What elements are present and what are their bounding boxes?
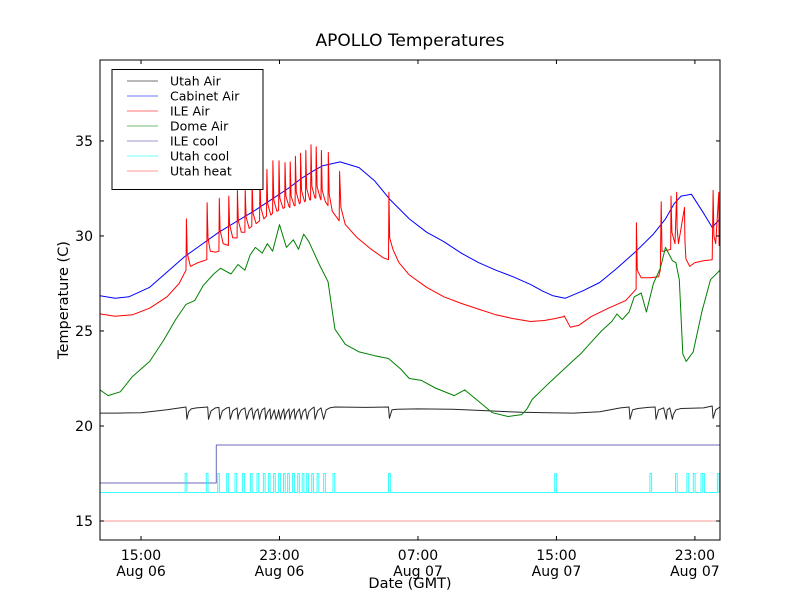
y-tick-label: 35 [75, 134, 93, 150]
x-tick-label-time: 07:00 [398, 548, 438, 564]
x-tick-label-date: Aug 06 [116, 564, 166, 580]
legend-label: Dome Air [170, 119, 229, 134]
legend-entry-cabinet-air: Cabinet Air [127, 89, 240, 104]
legend-label: Utah heat [170, 164, 232, 179]
series-line-ile-cool [100, 444, 720, 484]
plot-frame [99, 59, 721, 541]
x-tick-label-time: 15:00 [536, 548, 576, 564]
legend-label: ILE Air [170, 104, 211, 119]
x-tick-label-date: Aug 06 [255, 564, 305, 580]
legend-entry-dome-air: Dome Air [127, 119, 229, 134]
x-tick-label-time: 15:00 [121, 548, 161, 564]
series-line-ile-air [100, 144, 720, 328]
legend-label: Cabinet Air [170, 89, 240, 104]
series-line-utah-air [100, 405, 720, 420]
legend-entry-ile-cool: ILE cool [127, 134, 218, 149]
series-line-cabinet-air [100, 161, 720, 299]
legend-label: Utah cool [170, 149, 229, 164]
series-line-utah-cool [100, 473, 720, 493]
x-tick-label-time: 23:00 [259, 548, 299, 564]
y-tick-label: 30 [75, 229, 93, 245]
series-line-dome-air [100, 224, 720, 417]
legend-entry-ile-air: ILE Air [127, 104, 211, 119]
legend-entry-utah-heat: Utah heat [127, 164, 232, 179]
y-tick-label: 20 [75, 419, 93, 435]
chart-title: APOLLO Temperatures [316, 31, 505, 51]
y-tick-label: 25 [75, 324, 93, 340]
y-tick-label: 15 [75, 514, 93, 530]
y-axis-label: Temperature (C) [56, 241, 72, 360]
legend-entry-utah-cool: Utah cool [127, 149, 229, 164]
legend-box [111, 69, 264, 190]
x-tick-label-date: Aug 07 [393, 564, 443, 580]
x-tick-label-time: 23:00 [675, 548, 715, 564]
legend-entry-utah-air: Utah Air [127, 74, 222, 89]
x-axis-label: Date (GMT) [368, 576, 451, 592]
x-tick-label-date: Aug 07 [670, 564, 720, 580]
x-tick-label-date: Aug 07 [532, 564, 582, 580]
series-layer [100, 144, 720, 522]
legend-label: Utah Air [170, 74, 222, 89]
legend-label: ILE cool [170, 134, 218, 149]
